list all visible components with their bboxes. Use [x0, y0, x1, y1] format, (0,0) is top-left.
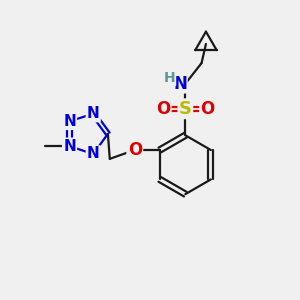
Text: N: N [173, 75, 187, 93]
Text: N: N [87, 146, 100, 161]
Text: O: O [200, 100, 214, 118]
Text: O: O [128, 141, 142, 159]
Text: N: N [87, 106, 100, 121]
Text: O: O [156, 100, 170, 118]
Text: N: N [63, 139, 76, 154]
Text: N: N [63, 114, 76, 129]
Text: S: S [179, 100, 192, 118]
Text: H: H [164, 71, 176, 85]
